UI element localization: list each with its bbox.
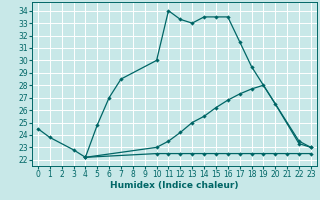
X-axis label: Humidex (Indice chaleur): Humidex (Indice chaleur) [110, 181, 239, 190]
